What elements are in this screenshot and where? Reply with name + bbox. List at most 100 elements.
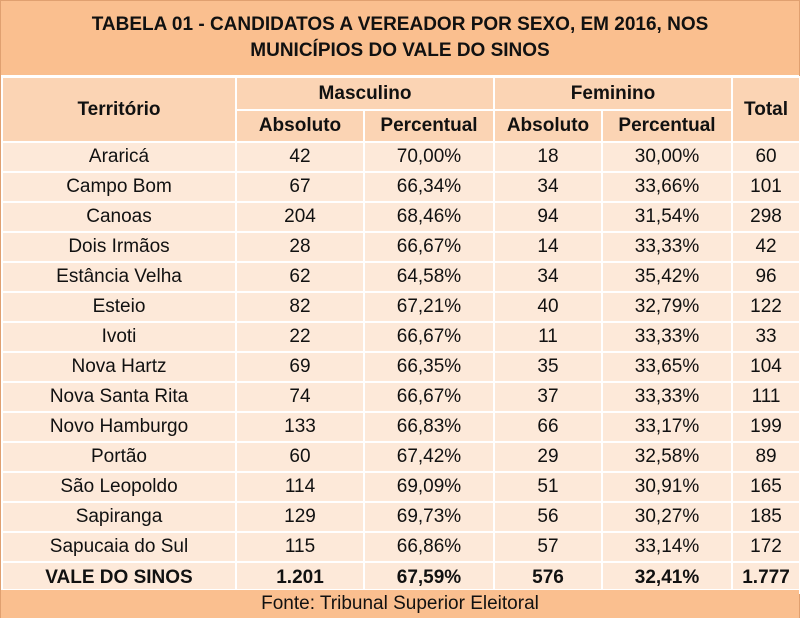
cell-total: 298: [731, 201, 800, 233]
total-cell-total: 1.777: [731, 561, 800, 594]
cell-feminino-percentual: 33,33%: [600, 321, 734, 353]
cell-total: 89: [731, 441, 800, 473]
table-row: Portão 60 67,42% 29 32,58% 89: [1, 441, 800, 473]
table-row: Araricá 42 70,00% 18 30,00% 60: [1, 141, 800, 173]
cell-territorio: Campo Bom: [1, 171, 237, 203]
cell-territorio: Portão: [1, 441, 237, 473]
cell-feminino-percentual: 32,58%: [600, 441, 734, 473]
table-row: Canoas 204 68,46% 94 31,54% 298: [1, 201, 800, 233]
cell-masculino-absoluto: 133: [235, 411, 365, 443]
cell-feminino-percentual: 33,14%: [600, 531, 734, 563]
table-row: Estância Velha 62 64,58% 34 35,42% 96: [1, 261, 800, 293]
cell-total: 199: [731, 411, 800, 443]
cell-feminino-absoluto: 14: [493, 231, 603, 263]
cell-masculino-absoluto: 42: [235, 141, 365, 173]
total-cell-territorio: VALE DO SINOS: [1, 561, 237, 594]
cell-territorio: São Leopoldo: [1, 471, 237, 503]
header-feminino: Feminino: [492, 76, 734, 111]
table-row: Ivoti 22 66,67% 11 33,33% 33: [1, 321, 800, 353]
cell-masculino-absoluto: 115: [235, 531, 365, 563]
header-feminino-percentual: Percentual: [600, 109, 734, 143]
cell-feminino-percentual: 33,66%: [600, 171, 734, 203]
table-row: Campo Bom 67 66,34% 34 33,66% 101: [1, 171, 800, 203]
total-cell-feminino-absoluto: 576: [493, 561, 603, 594]
cell-territorio: Ivoti: [1, 321, 237, 353]
cell-feminino-absoluto: 29: [493, 441, 603, 473]
table-row: Sapucaia do Sul 115 66,86% 57 33,14% 172: [1, 531, 800, 563]
cell-territorio: Esteio: [1, 291, 237, 323]
data-table: Território Masculino Feminino Total Abso…: [1, 76, 800, 594]
table-title-line-1: TABELA 01 - CANDIDATOS A VEREADOR POR SE…: [91, 14, 709, 35]
cell-feminino-percentual: 33,33%: [600, 231, 734, 263]
cell-masculino-percentual: 69,73%: [363, 501, 495, 533]
cell-masculino-absoluto: 69: [235, 351, 365, 383]
cell-masculino-percentual: 66,67%: [363, 381, 495, 413]
cell-territorio: Canoas: [1, 201, 237, 233]
cell-feminino-percentual: 33,65%: [600, 351, 734, 383]
cell-masculino-absoluto: 74: [235, 381, 365, 413]
cell-territorio: Dois Irmãos: [1, 231, 237, 263]
cell-masculino-percentual: 64,58%: [363, 261, 495, 293]
table-row: Novo Hamburgo 133 66,83% 66 33,17% 199: [1, 411, 800, 443]
cell-masculino-absoluto: 22: [235, 321, 365, 353]
table-row: Sapiranga 129 69,73% 56 30,27% 185: [1, 501, 800, 533]
header-territorio: Território: [1, 76, 237, 143]
cell-feminino-absoluto: 57: [493, 531, 603, 563]
cell-territorio: Nova Santa Rita: [1, 381, 237, 413]
cell-total: 42: [731, 231, 800, 263]
cell-masculino-absoluto: 114: [235, 471, 365, 503]
cell-feminino-absoluto: 11: [493, 321, 603, 353]
cell-feminino-percentual: 30,91%: [600, 471, 734, 503]
cell-territorio: Estância Velha: [1, 261, 237, 293]
cell-masculino-percentual: 70,00%: [363, 141, 495, 173]
cell-masculino-percentual: 68,46%: [363, 201, 495, 233]
table-title: TABELA 01 - CANDIDATOS A VEREADOR POR SE…: [1, 1, 799, 76]
cell-masculino-percentual: 66,83%: [363, 411, 495, 443]
cell-feminino-absoluto: 18: [493, 141, 603, 173]
table-row: São Leopoldo 114 69,09% 51 30,91% 165: [1, 471, 800, 503]
table-row: Nova Santa Rita 74 66,67% 37 33,33% 111: [1, 381, 800, 413]
cell-total: 111: [731, 381, 800, 413]
cell-feminino-percentual: 33,17%: [600, 411, 734, 443]
cell-territorio: Sapiranga: [1, 501, 237, 533]
cell-feminino-absoluto: 34: [493, 261, 603, 293]
header-total: Total: [731, 76, 800, 143]
table-body: Araricá 42 70,00% 18 30,00% 60 Campo Bom 67 66,3…: [1, 141, 800, 594]
cell-masculino-absoluto: 82: [235, 291, 365, 323]
cell-feminino-percentual: 32,79%: [600, 291, 734, 323]
cell-total: 101: [731, 171, 800, 203]
table-total-row: VALE DO SINOS 1.201 67,59% 576 32,41% 1.777: [1, 561, 800, 594]
cell-feminino-absoluto: 66: [493, 411, 603, 443]
cell-total: 172: [731, 531, 800, 563]
header-feminino-absoluto: Absoluto: [493, 109, 603, 143]
cell-masculino-percentual: 66,35%: [363, 351, 495, 383]
cell-territorio: Araricá: [1, 141, 237, 173]
cell-masculino-percentual: 66,67%: [363, 231, 495, 263]
cell-feminino-absoluto: 51: [493, 471, 603, 503]
cell-feminino-absoluto: 35: [493, 351, 603, 383]
cell-feminino-absoluto: 94: [493, 201, 603, 233]
table-row: Dois Irmãos 28 66,67% 14 33,33% 42: [1, 231, 800, 263]
total-cell-feminino-percentual: 32,41%: [600, 561, 734, 594]
cell-masculino-absoluto: 204: [235, 201, 365, 233]
cell-masculino-percentual: 67,42%: [363, 441, 495, 473]
cell-feminino-absoluto: 56: [493, 501, 603, 533]
cell-masculino-percentual: 69,09%: [363, 471, 495, 503]
table-source: Fonte: Tribunal Superior Eleitoral: [1, 589, 799, 618]
cell-total: 185: [731, 501, 800, 533]
table-row: Nova Hartz 69 66,35% 35 33,65% 104: [1, 351, 800, 383]
header-masculino-absoluto: Absoluto: [235, 109, 365, 143]
cell-total: 104: [731, 351, 800, 383]
cell-total: 60: [731, 141, 800, 173]
cell-total: 122: [731, 291, 800, 323]
cell-masculino-absoluto: 62: [235, 261, 365, 293]
cell-masculino-percentual: 66,86%: [363, 531, 495, 563]
cell-masculino-absoluto: 28: [235, 231, 365, 263]
cell-masculino-absoluto: 60: [235, 441, 365, 473]
cell-feminino-percentual: 31,54%: [600, 201, 734, 233]
cell-total: 96: [731, 261, 800, 293]
cell-feminino-percentual: 33,33%: [600, 381, 734, 413]
cell-feminino-percentual: 30,00%: [600, 141, 734, 173]
table-title-line-2: MUNICÍPIOS DO VALE DO SINOS: [250, 40, 550, 61]
cell-territorio: Nova Hartz: [1, 351, 237, 383]
